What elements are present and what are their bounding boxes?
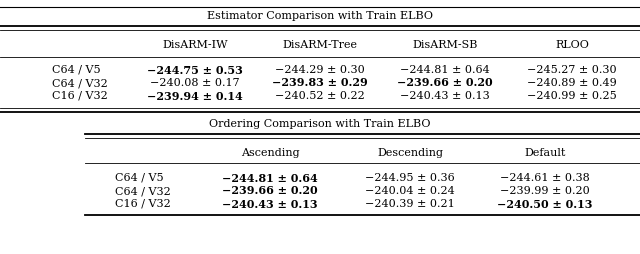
Text: −244.75 ± 0.53: −244.75 ± 0.53 xyxy=(147,65,243,75)
Text: −239.83 ± 0.29: −239.83 ± 0.29 xyxy=(272,77,368,88)
Text: DisARM-SB: DisARM-SB xyxy=(412,40,477,50)
Text: −244.81 ± 0.64: −244.81 ± 0.64 xyxy=(400,65,490,75)
Text: −240.04 ± 0.24: −240.04 ± 0.24 xyxy=(365,186,455,196)
Text: C64 / V32: C64 / V32 xyxy=(52,78,108,88)
Text: Descending: Descending xyxy=(377,148,443,158)
Text: C64 / V32: C64 / V32 xyxy=(115,186,171,196)
Text: −240.52 ± 0.22: −240.52 ± 0.22 xyxy=(275,91,365,101)
Text: C16 / V32: C16 / V32 xyxy=(115,199,171,209)
Text: −244.95 ± 0.36: −244.95 ± 0.36 xyxy=(365,173,455,183)
Text: C64 / V5: C64 / V5 xyxy=(52,65,100,75)
Text: −244.29 ± 0.30: −244.29 ± 0.30 xyxy=(275,65,365,75)
Text: Default: Default xyxy=(524,148,566,158)
Text: Ordering Comparison with Train ELBO: Ordering Comparison with Train ELBO xyxy=(209,119,431,129)
Text: −240.39 ± 0.21: −240.39 ± 0.21 xyxy=(365,199,455,209)
Text: DisARM-Tree: DisARM-Tree xyxy=(282,40,358,50)
Text: −239.94 ± 0.14: −239.94 ± 0.14 xyxy=(147,90,243,102)
Text: RLOO: RLOO xyxy=(555,40,589,50)
Text: DisARM-IW: DisARM-IW xyxy=(163,40,228,50)
Text: Ascending: Ascending xyxy=(241,148,300,158)
Text: −239.99 ± 0.20: −239.99 ± 0.20 xyxy=(500,186,590,196)
Text: −244.61 ± 0.38: −244.61 ± 0.38 xyxy=(500,173,590,183)
Text: −244.81 ± 0.64: −244.81 ± 0.64 xyxy=(222,172,318,183)
Text: −240.50 ± 0.13: −240.50 ± 0.13 xyxy=(497,198,593,210)
Text: Estimator Comparison with Train ELBO: Estimator Comparison with Train ELBO xyxy=(207,11,433,21)
Text: −240.99 ± 0.25: −240.99 ± 0.25 xyxy=(527,91,617,101)
Text: −239.66 ± 0.20: −239.66 ± 0.20 xyxy=(222,185,318,197)
Text: −240.43 ± 0.13: −240.43 ± 0.13 xyxy=(222,198,318,210)
Text: C64 / V5: C64 / V5 xyxy=(115,173,164,183)
Text: C16 / V32: C16 / V32 xyxy=(52,91,108,101)
Text: −240.89 ± 0.49: −240.89 ± 0.49 xyxy=(527,78,617,88)
Text: −245.27 ± 0.30: −245.27 ± 0.30 xyxy=(527,65,617,75)
Text: −239.66 ± 0.20: −239.66 ± 0.20 xyxy=(397,77,493,88)
Text: −240.08 ± 0.17: −240.08 ± 0.17 xyxy=(150,78,240,88)
Text: −240.43 ± 0.13: −240.43 ± 0.13 xyxy=(400,91,490,101)
